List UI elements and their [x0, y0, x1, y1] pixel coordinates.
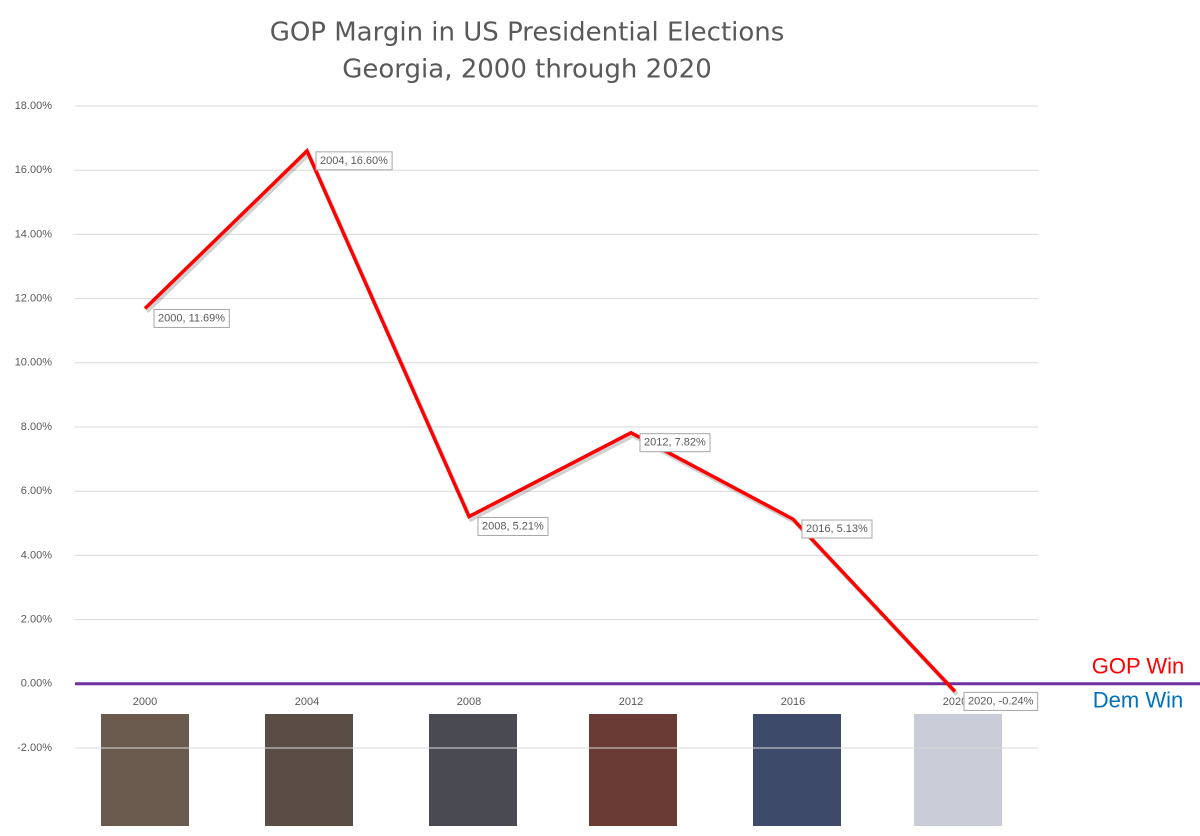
x-tick-label: 2004	[295, 696, 319, 708]
y-tick-label: 16.00%	[15, 164, 53, 176]
y-tick-label: 14.00%	[15, 228, 53, 240]
data-label-box	[639, 433, 711, 453]
portrait	[589, 714, 677, 826]
data-label: 2020, -0.24%	[963, 691, 1039, 711]
x-tick-label: 2016	[781, 696, 805, 708]
y-tick-label: 2.00%	[21, 614, 52, 626]
x-tick-label: 2020	[943, 696, 967, 708]
portrait	[265, 714, 353, 826]
y-tick-label: -2.00%	[17, 742, 52, 754]
chart-subtitle: Georgia, 2000 through 2020	[342, 55, 712, 85]
x-tick-label: 2008	[457, 696, 481, 708]
chart-title: GOP Margin in US Presidential Elections	[270, 18, 785, 48]
annotation: Dem Win	[1093, 688, 1183, 713]
data-label-text: 2000, 11.69%	[158, 312, 225, 324]
x-tick-label: 2012	[619, 696, 643, 708]
y-tick-label: 18.00%	[15, 100, 53, 112]
portraits	[101, 714, 1002, 826]
data-label-box	[315, 151, 393, 171]
portrait	[914, 714, 1002, 826]
y-tick-label: 0.00%	[21, 678, 52, 690]
data-label-box	[153, 308, 230, 328]
data-label-text: 2012, 7.82%	[644, 437, 706, 449]
data-line	[143, 147, 957, 693]
y-tick-label: 12.00%	[15, 293, 53, 305]
portrait	[429, 714, 517, 826]
y-tick-label: 10.00%	[15, 357, 53, 369]
data-label: 2004, 16.60%	[315, 151, 393, 171]
data-label-box	[477, 516, 549, 536]
data-label: 2016, 5.13%	[801, 519, 873, 539]
data-label: 2012, 7.82%	[639, 433, 711, 453]
x-tick-label: 2000	[133, 696, 157, 708]
annotation: GOP Win	[1092, 654, 1185, 679]
data-label: 2008, 5.21%	[477, 516, 549, 536]
portrait	[101, 714, 189, 826]
data-line-shadow	[145, 150, 959, 696]
y-tick-label: 8.00%	[21, 421, 52, 433]
portrait	[753, 714, 841, 826]
y-tick-label: 4.00%	[21, 549, 52, 561]
data-label-text: 2016, 5.13%	[806, 523, 868, 535]
data-label-text: 2020, -0.24%	[968, 695, 1034, 707]
data-label-text: 2008, 5.21%	[482, 520, 544, 532]
data-label-text: 2004, 16.60%	[320, 155, 388, 167]
y-tick-label: 6.00%	[21, 485, 52, 497]
data-label: 2000, 11.69%	[153, 308, 230, 328]
data-label-box	[801, 519, 873, 539]
data-label-box	[963, 691, 1039, 711]
